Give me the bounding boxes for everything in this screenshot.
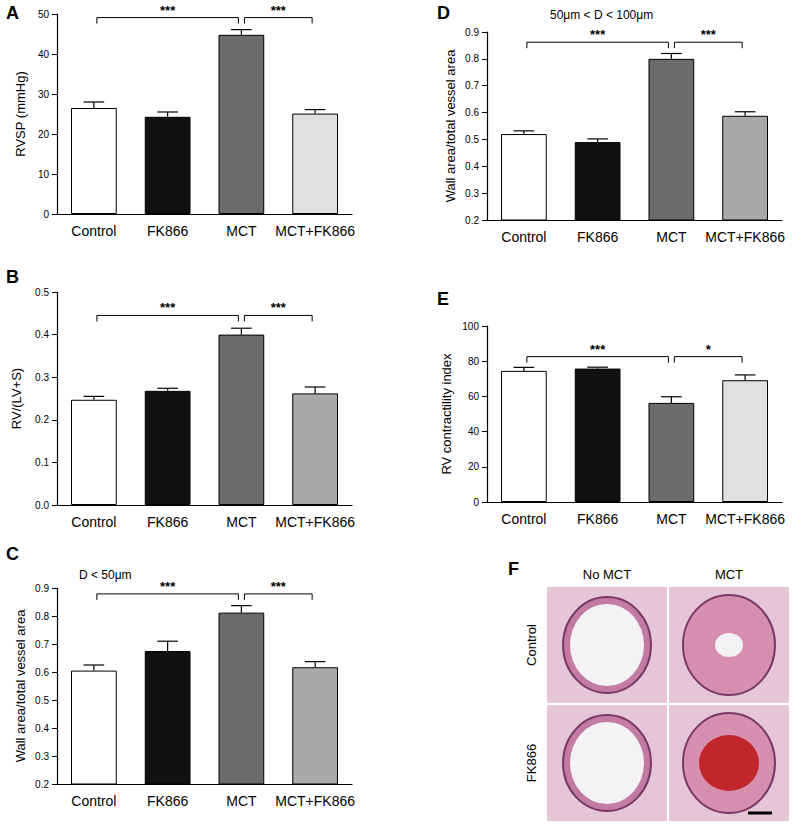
svg-text:0.7: 0.7 — [465, 80, 479, 91]
svg-text:Control: Control — [71, 793, 116, 809]
svg-text:MCT: MCT — [226, 223, 257, 239]
svg-text:MCT: MCT — [656, 511, 687, 527]
svg-text:F: F — [508, 559, 519, 579]
svg-text:E: E — [437, 289, 449, 309]
svg-text:80: 80 — [468, 356, 480, 367]
svg-text:20: 20 — [38, 129, 50, 140]
svg-text:***: *** — [271, 300, 287, 315]
svg-text:MCT: MCT — [226, 514, 257, 530]
svg-text:A: A — [6, 3, 19, 23]
svg-text:0.0: 0.0 — [35, 500, 49, 511]
svg-text:MCT+FK866: MCT+FK866 — [705, 229, 785, 245]
svg-text:0.2: 0.2 — [35, 414, 49, 425]
svg-text:FK866: FK866 — [577, 511, 618, 527]
svg-text:MCT: MCT — [715, 567, 743, 582]
svg-text:No MCT: No MCT — [583, 567, 631, 582]
svg-text:Control: Control — [501, 511, 546, 527]
svg-text:FK866: FK866 — [147, 514, 188, 530]
svg-text:10: 10 — [38, 169, 50, 180]
svg-text:Control: Control — [524, 624, 539, 666]
svg-text:D < 50μm: D < 50μm — [79, 568, 132, 582]
svg-text:MCT: MCT — [226, 793, 257, 809]
svg-text:30: 30 — [38, 89, 50, 100]
svg-text:B: B — [6, 267, 19, 287]
svg-text:0.5: 0.5 — [465, 134, 479, 145]
svg-text:100: 100 — [462, 321, 479, 332]
svg-text:RVSP (mmHg): RVSP (mmHg) — [13, 71, 28, 156]
svg-text:0.1: 0.1 — [35, 457, 49, 468]
svg-text:0.2: 0.2 — [35, 779, 49, 790]
svg-text:MCT+FK866: MCT+FK866 — [705, 511, 785, 527]
svg-text:40: 40 — [468, 426, 480, 437]
svg-text:Wall area/total vessel area: Wall area/total vessel area — [13, 609, 28, 762]
svg-text:60: 60 — [468, 391, 480, 402]
svg-text:20: 20 — [468, 461, 480, 472]
svg-text:RV contractility index: RV contractility index — [439, 353, 454, 475]
svg-text:***: *** — [590, 342, 606, 357]
svg-text:0.9: 0.9 — [465, 27, 479, 38]
svg-text:***: *** — [160, 579, 176, 594]
svg-text:MCT: MCT — [656, 229, 687, 245]
svg-text:*: * — [706, 342, 712, 357]
svg-text:0.7: 0.7 — [35, 639, 49, 650]
svg-text:D: D — [437, 3, 450, 23]
svg-text:***: *** — [271, 579, 287, 594]
svg-text:Control: Control — [71, 223, 116, 239]
svg-text:50μm < D < 100μm: 50μm < D < 100μm — [550, 8, 653, 22]
svg-text:0.4: 0.4 — [35, 723, 49, 734]
svg-text:0.2: 0.2 — [465, 215, 479, 226]
svg-text:C: C — [6, 544, 19, 564]
svg-text:0.4: 0.4 — [35, 329, 49, 340]
svg-text:50: 50 — [38, 9, 50, 20]
svg-text:FK866: FK866 — [524, 744, 539, 782]
svg-text:Wall area/total vessel area: Wall area/total vessel area — [443, 49, 458, 202]
svg-text:0.5: 0.5 — [35, 287, 49, 298]
svg-text:0.4: 0.4 — [465, 161, 479, 172]
svg-text:***: *** — [590, 27, 606, 42]
svg-text:MCT+FK866: MCT+FK866 — [275, 793, 355, 809]
svg-text:0: 0 — [43, 209, 49, 220]
svg-text:40: 40 — [38, 49, 50, 60]
svg-text:***: *** — [271, 3, 287, 18]
svg-text:0: 0 — [473, 497, 479, 508]
svg-text:0.3: 0.3 — [35, 751, 49, 762]
svg-text:Control: Control — [501, 229, 546, 245]
svg-text:0.6: 0.6 — [465, 107, 479, 118]
svg-text:***: *** — [160, 300, 176, 315]
svg-text:MCT+FK866: MCT+FK866 — [275, 223, 355, 239]
svg-text:RV/(LV+S): RV/(LV+S) — [9, 368, 24, 429]
svg-text:Control: Control — [71, 514, 116, 530]
svg-text:FK866: FK866 — [577, 229, 618, 245]
svg-text:0.8: 0.8 — [465, 53, 479, 64]
svg-text:FK866: FK866 — [147, 223, 188, 239]
svg-text:0.8: 0.8 — [35, 611, 49, 622]
svg-text:0.6: 0.6 — [35, 667, 49, 678]
svg-text:0.3: 0.3 — [465, 188, 479, 199]
svg-text:MCT+FK866: MCT+FK866 — [275, 514, 355, 530]
svg-text:***: *** — [701, 27, 717, 42]
svg-text:FK866: FK866 — [147, 793, 188, 809]
svg-text:0.3: 0.3 — [35, 372, 49, 383]
svg-text:***: *** — [160, 3, 176, 18]
svg-text:0.5: 0.5 — [35, 695, 49, 706]
svg-text:0.9: 0.9 — [35, 583, 49, 594]
